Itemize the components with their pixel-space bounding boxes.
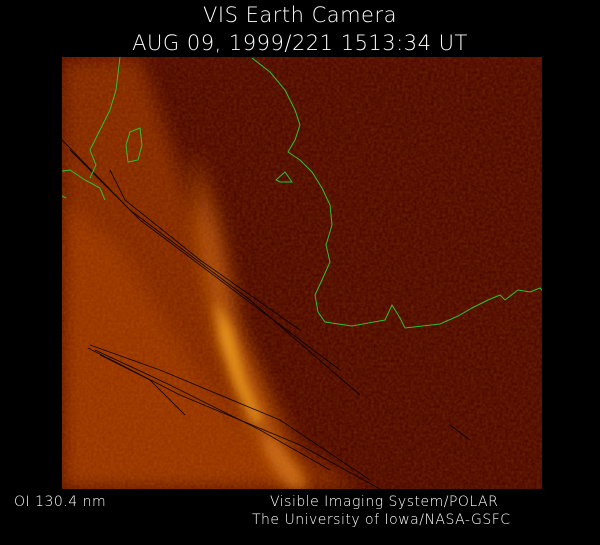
coastline-outline <box>62 57 542 329</box>
filter-wavelength-label: OI 130.4 nm <box>14 494 107 510</box>
orbit-track-lines <box>62 139 471 489</box>
instrument-label: Visible Imaging System/POLAR <box>270 494 499 510</box>
image-title: VIS Earth Camera <box>203 3 397 27</box>
institution-label: The University of Iowa/NASA-GSFC <box>252 512 511 528</box>
image-timestamp: AUG 09, 1999/221 1513:34 UT <box>132 31 468 55</box>
